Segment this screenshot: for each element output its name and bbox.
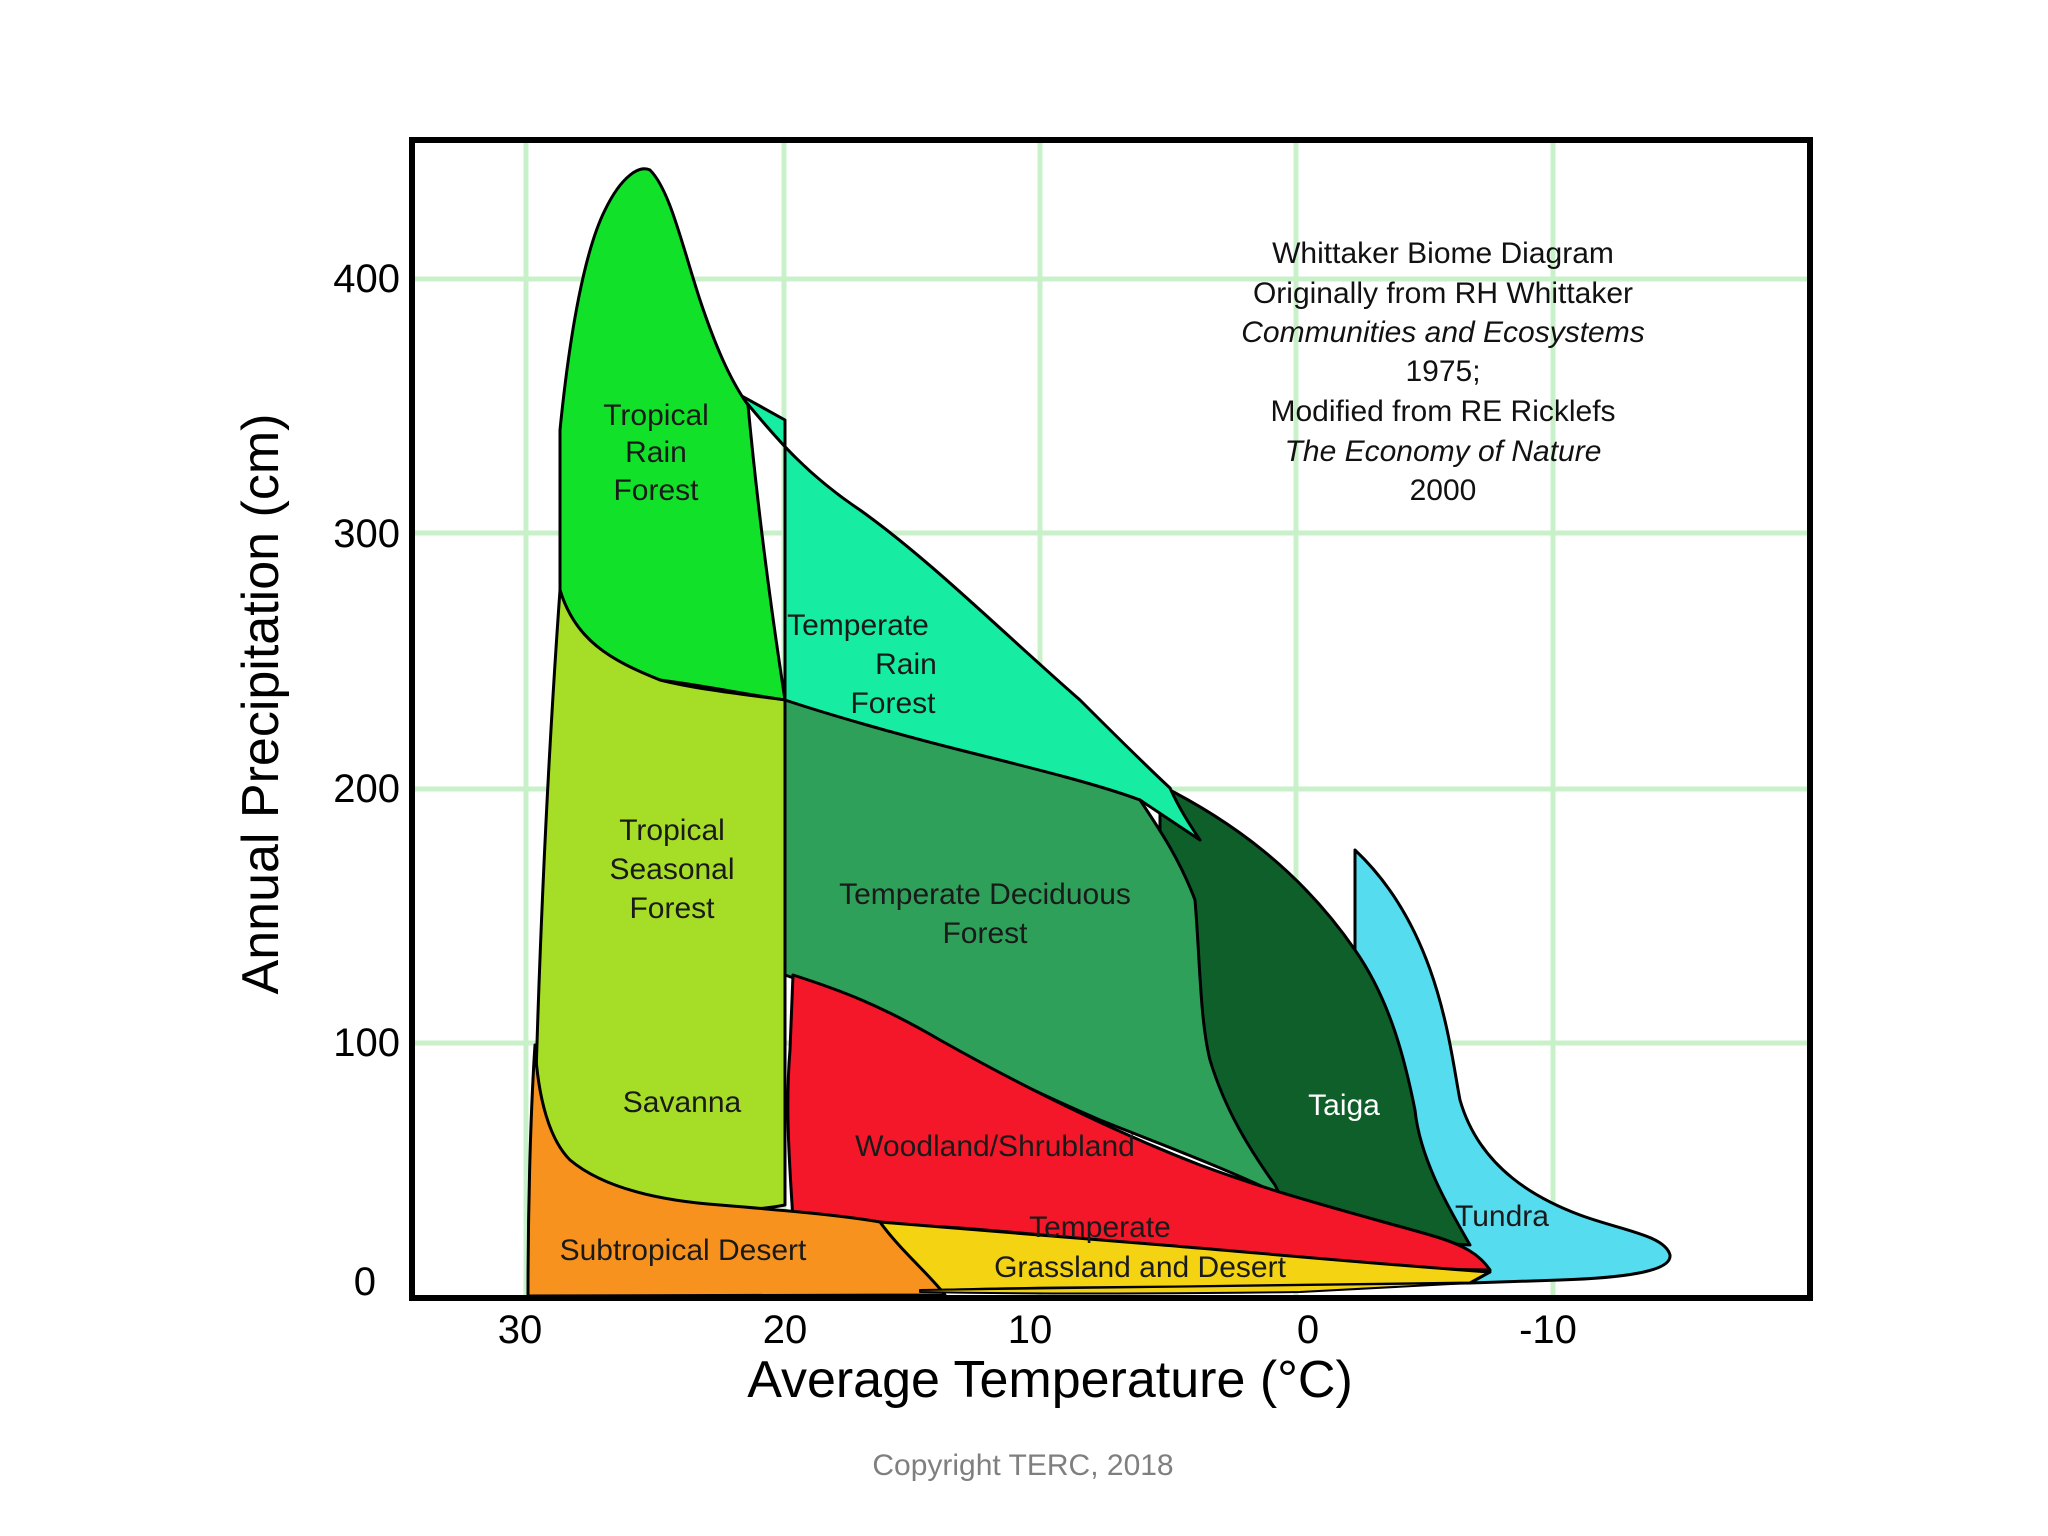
label-temperate-grassland-2: Grassland and Desert [994, 1251, 1286, 1284]
label-temperate-rain-forest-3: Forest [850, 687, 936, 720]
plot-frame [409, 137, 1813, 1301]
label-tropical-rain-forest-2: Rain [625, 436, 687, 469]
label-woodland-shrubland: Woodland/Shrubland [855, 1130, 1135, 1163]
attribution-block: Whittaker Biome Diagram Originally from … [1241, 237, 1644, 507]
y-axis-title: Annual Precipitation (cm) [232, 414, 290, 995]
label-temperate-rain-forest-1: Temperate [787, 609, 929, 642]
x-axis-ticks: 30 20 10 0 -10 [498, 1308, 1577, 1352]
x-tick-20: 20 [763, 1308, 808, 1352]
label-taiga: Taiga [1308, 1089, 1380, 1122]
x-tick-0: 0 [1297, 1308, 1319, 1352]
credit-line-5: Modified from RE Ricklefs [1270, 395, 1615, 428]
credit-line-6: The Economy of Nature [1285, 435, 1602, 468]
y-tick-400: 400 [333, 257, 400, 301]
label-tropical-seasonal-forest-1: Tropical [619, 814, 725, 847]
label-savanna: Savanna [623, 1086, 742, 1119]
x-axis-title: Average Temperature (°C) [747, 1351, 1353, 1409]
x-tick-10: 10 [1008, 1308, 1053, 1352]
biome-labels: Tropical Rain Forest Temperate Rain Fore… [560, 399, 1550, 1284]
biome-regions [526, 167, 1672, 1298]
y-tick-0: 0 [354, 1260, 376, 1304]
credit-line-1: Whittaker Biome Diagram [1272, 237, 1614, 270]
credit-line-2: Originally from RH Whittaker [1253, 277, 1633, 310]
label-tropical-seasonal-forest-3: Forest [629, 892, 715, 925]
label-subtropical-desert: Subtropical Desert [560, 1234, 807, 1267]
label-tropical-seasonal-forest-2: Seasonal [609, 853, 734, 886]
label-tropical-rain-forest-1: Tropical [603, 399, 709, 432]
x-tick-neg10: -10 [1519, 1308, 1577, 1352]
label-tundra: Tundra [1455, 1200, 1549, 1233]
label-temperate-rain-forest-2: Rain [875, 648, 937, 681]
credit-line-3: Communities and Ecosystems [1241, 316, 1644, 349]
copyright-text: Copyright TERC, 2018 [872, 1449, 1173, 1482]
label-temperate-deciduous-forest-1: Temperate Deciduous [839, 878, 1131, 911]
credit-line-7: 2000 [1410, 474, 1477, 507]
y-tick-100: 100 [333, 1021, 400, 1065]
region-base-sliver [919, 1282, 1471, 1295]
y-tick-200: 200 [333, 767, 400, 811]
y-tick-300: 300 [333, 512, 400, 556]
label-temperate-grassland-1: Temperate [1029, 1211, 1171, 1244]
label-temperate-deciduous-forest-2: Forest [942, 917, 1028, 950]
region-subtropical-desert [526, 1043, 947, 1298]
label-tropical-rain-forest-3: Forest [613, 474, 699, 507]
y-axis-ticks: 0 100 200 300 400 [333, 257, 400, 1304]
x-tick-30: 30 [498, 1308, 543, 1352]
credit-line-4: 1975; [1405, 355, 1480, 388]
